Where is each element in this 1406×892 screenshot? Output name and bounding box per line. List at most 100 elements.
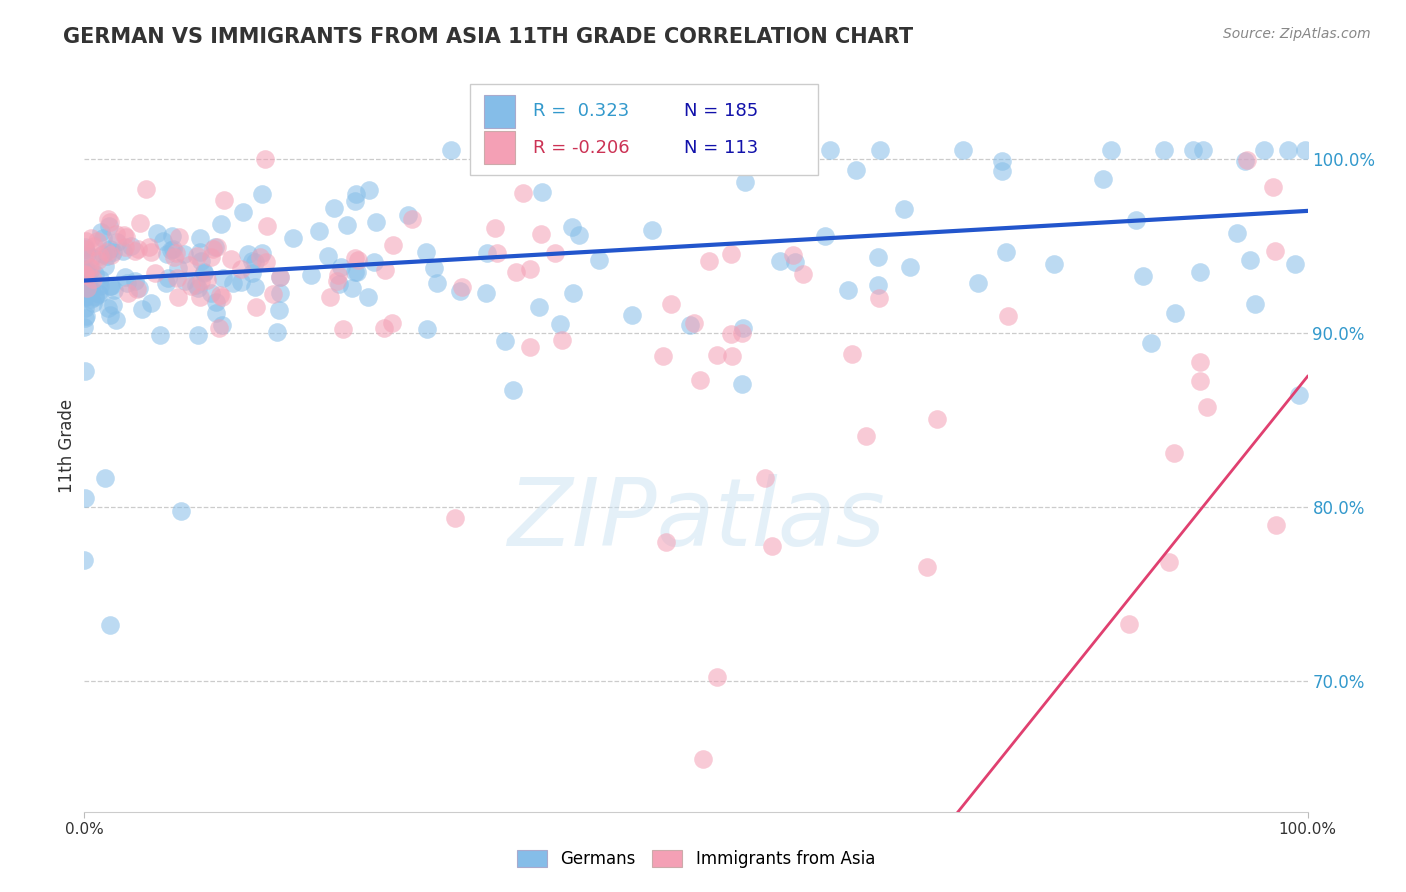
Point — [135, 182, 157, 196]
Point — [75, 277, 97, 292]
Point — [165, 245, 187, 260]
Point — [1261, 180, 1284, 194]
Point — [73, 291, 96, 305]
Point — [187, 328, 209, 343]
Point — [790, 143, 813, 157]
Point — [332, 322, 354, 336]
Point — [697, 254, 720, 268]
Point — [1182, 143, 1205, 157]
Point — [114, 270, 136, 285]
Point — [967, 276, 990, 290]
Point — [995, 244, 1018, 259]
Point — [231, 275, 253, 289]
Point — [551, 333, 574, 347]
Point — [1195, 401, 1218, 415]
Point — [1163, 446, 1185, 460]
Point — [212, 194, 235, 208]
Point — [204, 239, 226, 253]
Point — [232, 204, 254, 219]
Point — [731, 326, 754, 340]
Point — [211, 318, 233, 332]
Point — [190, 245, 212, 260]
Point — [494, 334, 516, 348]
Point — [101, 245, 124, 260]
Point — [73, 267, 96, 281]
Point — [75, 264, 97, 278]
Point — [205, 305, 228, 319]
Point — [766, 146, 789, 161]
Point — [363, 255, 385, 269]
Point — [659, 297, 682, 311]
Point — [416, 321, 439, 335]
Point — [262, 286, 284, 301]
Point — [160, 228, 183, 243]
Point — [98, 279, 121, 293]
Point — [91, 247, 114, 261]
Point — [1265, 518, 1288, 533]
Point — [107, 235, 129, 249]
Point — [1125, 213, 1147, 227]
Point — [115, 230, 138, 244]
Legend: Germans, Immigrants from Asia: Germans, Immigrants from Asia — [509, 842, 883, 877]
Point — [868, 291, 890, 305]
Point — [357, 183, 380, 197]
Point — [267, 303, 290, 318]
Point — [346, 265, 368, 279]
Point — [96, 244, 118, 259]
FancyBboxPatch shape — [484, 95, 515, 128]
Point — [706, 670, 728, 684]
Point — [240, 266, 263, 280]
Point — [80, 230, 103, 244]
Point — [621, 309, 644, 323]
Point — [346, 253, 368, 268]
Point — [159, 243, 181, 257]
Point — [93, 231, 115, 245]
Point — [1264, 244, 1286, 258]
Point — [156, 271, 179, 285]
Point — [139, 295, 162, 310]
Point — [124, 244, 146, 258]
Text: GERMAN VS IMMIGRANTS FROM ASIA 11TH GRADE CORRELATION CHART: GERMAN VS IMMIGRANTS FROM ASIA 11TH GRAD… — [63, 27, 914, 46]
Point — [336, 219, 359, 233]
Point — [75, 263, 97, 277]
Point — [423, 260, 446, 275]
Point — [162, 243, 184, 257]
Point — [326, 274, 349, 288]
Y-axis label: 11th Grade: 11th Grade — [58, 399, 76, 493]
Point — [689, 374, 711, 388]
Point — [340, 281, 363, 295]
Point — [83, 239, 105, 253]
Point — [75, 301, 97, 315]
Point — [308, 224, 330, 238]
Point — [128, 281, 150, 295]
Point — [97, 301, 120, 316]
Point — [1226, 226, 1249, 240]
Point — [117, 286, 139, 301]
Point — [211, 289, 233, 303]
Point — [373, 321, 395, 335]
Point — [731, 377, 754, 392]
Point — [86, 234, 108, 248]
Point — [152, 234, 174, 248]
Point — [200, 285, 222, 300]
Point — [98, 215, 121, 229]
FancyBboxPatch shape — [484, 131, 515, 164]
Point — [1188, 374, 1211, 388]
Point — [76, 247, 98, 261]
Point — [561, 219, 583, 234]
Point — [548, 317, 571, 331]
Point — [208, 320, 231, 334]
Point — [1157, 555, 1180, 569]
Point — [84, 290, 107, 304]
Point — [156, 246, 179, 260]
Point — [1132, 269, 1154, 284]
Point — [426, 276, 449, 290]
Point — [141, 244, 163, 259]
Point — [837, 283, 859, 297]
Point — [245, 255, 267, 269]
Point — [120, 239, 142, 253]
Point — [114, 240, 136, 254]
Point — [484, 221, 506, 235]
Point — [219, 252, 242, 267]
Point — [221, 276, 243, 290]
